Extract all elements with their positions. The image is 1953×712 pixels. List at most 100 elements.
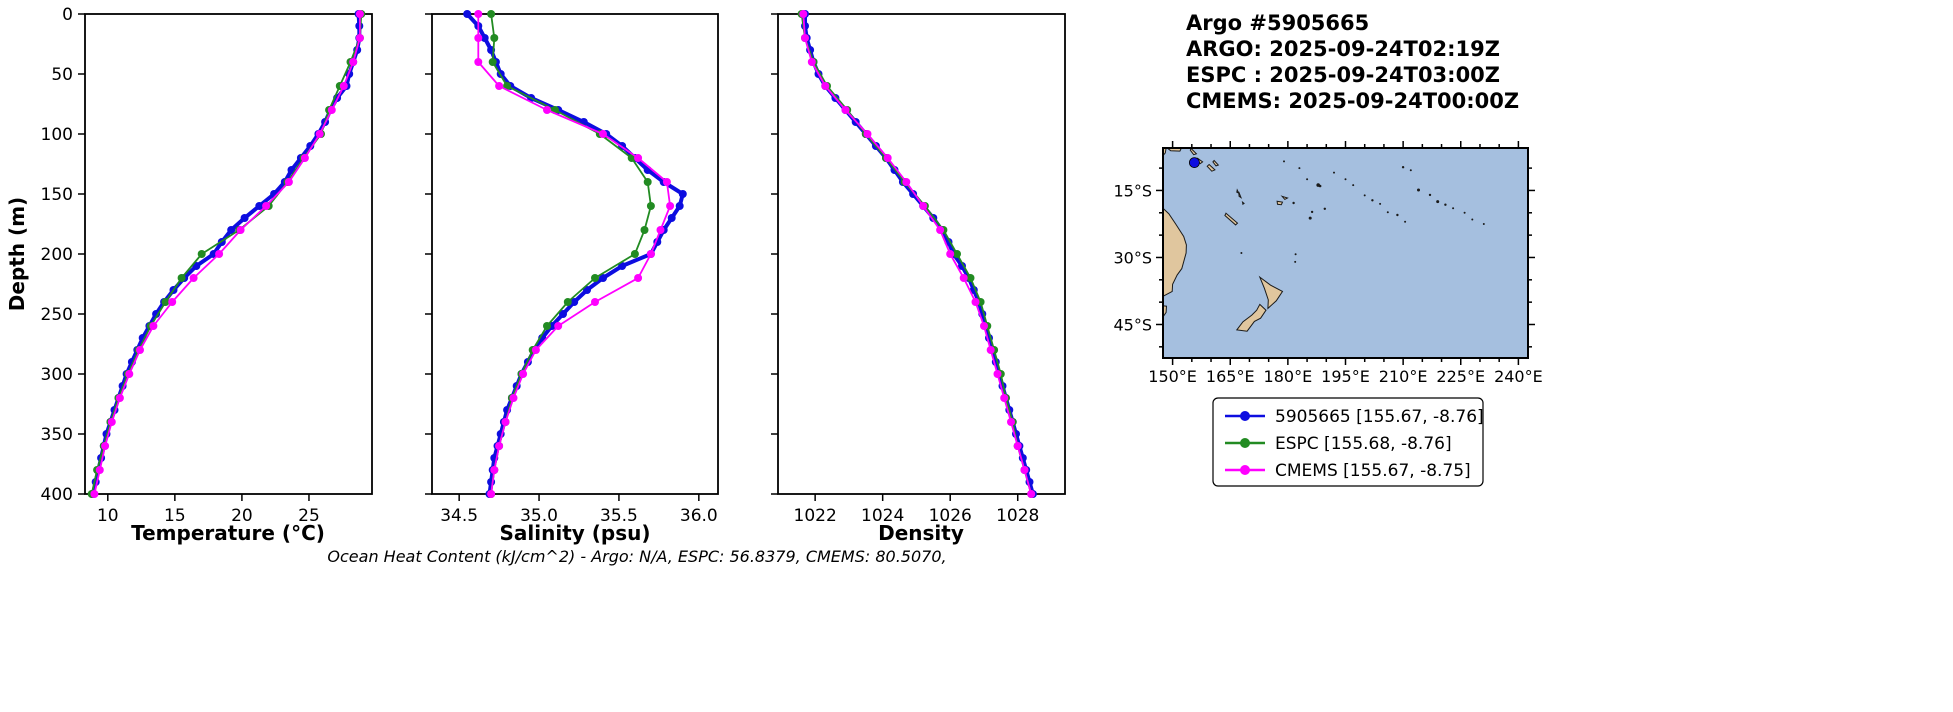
island-dot (1371, 199, 1374, 202)
density-cmems-marker (980, 322, 988, 330)
legend-marker-sample (1240, 465, 1250, 475)
temperature-cmems-line (93, 14, 361, 495)
depth-tick-label: 50 (51, 65, 73, 85)
island-dot (1344, 178, 1347, 181)
density-cmems-marker (919, 202, 928, 210)
density-cmems-marker (936, 226, 945, 234)
salinity-5905665-marker (463, 10, 472, 18)
land-polygon (1236, 188, 1240, 195)
temperature-5905665-line (91, 13, 362, 495)
salinity-5905665-marker (559, 310, 567, 318)
map-area (1163, 148, 1528, 358)
salinity-x-tick-label: 35.5 (600, 506, 638, 526)
density-cmems-marker (959, 274, 968, 282)
salinity-cmems-marker (591, 298, 599, 306)
land-polygon (1238, 191, 1243, 199)
salinity-5905665-marker (618, 262, 627, 270)
salinity-cmems-marker (646, 250, 655, 258)
density-x-tick-label: 1024 (861, 506, 904, 526)
island-dot (1401, 166, 1405, 169)
salinity-plot-frame (431, 13, 719, 495)
salinity-x-tick-label: 34.5 (440, 506, 478, 526)
island-dot (1294, 253, 1297, 256)
temperature-x-tick-label: 20 (231, 506, 253, 526)
ocean-heat-content-caption: Ocean Heat Content (kJ/cm^2) - Argo: N/A… (327, 547, 946, 566)
figure-title: Argo #5905665 (1186, 11, 1369, 35)
density-espc-marker (953, 250, 961, 258)
temperature-5905665-marker (227, 226, 236, 234)
island-dot (1463, 211, 1466, 214)
salinity-espc-marker (487, 10, 496, 18)
salinity-espc-marker (488, 58, 497, 66)
island-dot (1386, 211, 1389, 214)
salinity-x-tick-label: 36.0 (680, 506, 718, 526)
temperature-cmems-marker (315, 130, 324, 138)
temperature-espc-marker (197, 250, 206, 258)
temperature-cmems-marker (284, 178, 293, 186)
depth-tick-label: 250 (41, 305, 73, 325)
salinity-cmems-marker (474, 34, 483, 42)
salinity-cmems-marker (495, 82, 504, 90)
temperature-cmems-marker (262, 202, 271, 210)
temperature-5905665-marker (152, 310, 161, 318)
salinity-x-tick-label: 35.0 (520, 506, 558, 526)
temperature-cmems-marker (189, 274, 198, 282)
temperature-espc-marker (161, 298, 170, 306)
legend-marker-sample (1240, 438, 1250, 448)
temperature-espc-line (90, 13, 363, 495)
salinity-espc-marker (543, 322, 551, 330)
temperature-plot-frame (84, 13, 373, 495)
legend-entry-label: ESPC [155.68, -8.76] (1275, 434, 1452, 454)
map-lat-tick-label: 15°S (1113, 181, 1152, 200)
density-plot-frame (777, 13, 1066, 495)
salinity-5905665-marker (678, 190, 687, 198)
density-cmems-marker (1007, 418, 1015, 426)
salinity-cmems-marker (599, 130, 607, 138)
island-dot (1294, 260, 1297, 263)
density-cmems-marker (799, 10, 808, 18)
land-polygon (1280, 195, 1289, 201)
depth-tick-label: 150 (41, 185, 73, 205)
temperature-axis-label: Temperature (°C) (131, 521, 325, 545)
depth-tick-label: 0 (62, 5, 73, 25)
temperature-cmems-marker (339, 82, 348, 90)
cmems-timestamp: CMEMS: 2025-09-24T00:00Z (1186, 89, 1519, 113)
temperature-cmems-marker (136, 346, 144, 354)
density-cmems-marker (946, 250, 955, 258)
legend-box: 5905665 [155.67, -8.76] ESPC [155.68, -8.… (1212, 397, 1484, 487)
depth-axis-label: Depth (m) (5, 197, 29, 311)
salinity-cmems-marker (554, 322, 563, 330)
depth-tick-label: 350 (41, 425, 73, 445)
salinity-cmems-marker (474, 58, 483, 66)
temperature-x-tick-label: 15 (164, 506, 186, 526)
land-polygon (1258, 275, 1284, 310)
float-position-marker (1189, 157, 1200, 169)
salinity-cmems-marker (543, 106, 551, 114)
temperature-cmems-marker (95, 466, 104, 474)
land-polygon (1235, 303, 1267, 332)
island-dot (1306, 178, 1309, 181)
temperature-cmems-marker (115, 394, 124, 402)
island-dot (1308, 216, 1312, 220)
density-5905665-line (803, 14, 1035, 495)
island-dot (1444, 203, 1447, 206)
island-dot (1452, 207, 1455, 210)
temperature-cmems-marker (215, 250, 224, 258)
salinity-cmems-marker (519, 370, 528, 378)
legend-entry-label: 5905665 [155.67, -8.76] (1275, 407, 1484, 427)
island-dot (1352, 184, 1355, 187)
salinity-chart: 34.5 35.0 35.5 36.0 (425, 10, 719, 526)
map-lon-tick-label: 180°E (1264, 367, 1313, 386)
salinity-cmems-marker (666, 202, 675, 210)
salinity-axis-label: Salinity (psu) (499, 521, 650, 545)
island-dot (1318, 184, 1322, 188)
land-polygon (1206, 163, 1216, 172)
temperature-cmems-marker (90, 490, 99, 498)
temperature-5905665-marker (240, 214, 249, 222)
density-cmems-marker (807, 58, 816, 66)
density-cmems-marker (801, 34, 809, 42)
map-lon-tick-label: 240°E (1494, 367, 1543, 386)
